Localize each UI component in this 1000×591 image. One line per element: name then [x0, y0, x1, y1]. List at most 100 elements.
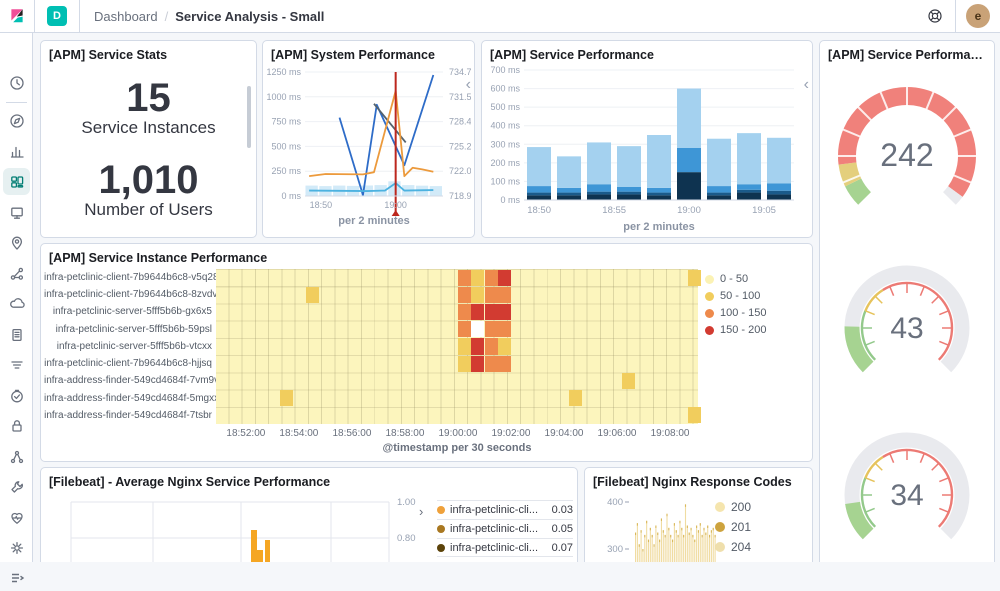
spike-bar[interactable]: [677, 534, 679, 562]
goal-gauge[interactable]: 34: [820, 413, 994, 562]
heatmap-plot[interactable]: [216, 269, 702, 424]
heatmap-cell[interactable]: [471, 338, 485, 355]
sidebar-item-recently-viewed[interactable]: [3, 69, 30, 96]
panel-title[interactable]: [APM] Service Stats: [49, 48, 168, 62]
panel-collapse-arrow[interactable]: ‹: [803, 76, 809, 93]
sidebar-item-stack-monitoring[interactable]: [3, 504, 30, 531]
stacked-bar-segment[interactable]: [647, 192, 671, 196]
spike-bar[interactable]: [636, 523, 638, 562]
spike-bar[interactable]: [666, 513, 668, 562]
heatmap-cell[interactable]: [471, 355, 485, 372]
stacked-bar-segment[interactable]: [647, 195, 671, 200]
heatmap-cell[interactable]: [458, 269, 472, 286]
heatmap-cell[interactable]: [458, 321, 472, 338]
stacked-bar-segment[interactable]: [647, 135, 671, 188]
stacked-bar-segment[interactable]: [617, 191, 641, 195]
spike-bar[interactable]: [635, 532, 637, 562]
spike-bar[interactable]: [644, 534, 646, 562]
bar[interactable]: [265, 540, 270, 562]
legend-item[interactable]: 200: [715, 500, 751, 514]
kibana-logo[interactable]: [0, 0, 34, 32]
sidebar-item-canvas[interactable]: [3, 199, 30, 226]
stacked-bar-segment[interactable]: [557, 192, 581, 196]
heatmap-cell[interactable]: [458, 338, 472, 355]
stacked-bar-segment[interactable]: [527, 147, 551, 187]
heatmap-cell[interactable]: [484, 355, 498, 372]
legend-item[interactable]: infra-petclinic-cli... 0.07: [437, 538, 573, 557]
sidebar-item-dev-tools[interactable]: [3, 473, 30, 500]
legend-item[interactable]: infra-petclinic-cli... 0.05: [437, 519, 573, 538]
spike-bar[interactable]: [701, 534, 703, 562]
spike-bar[interactable]: [681, 527, 683, 562]
stacked-bar-segment[interactable]: [767, 183, 791, 191]
stacked-bar-segment[interactable]: [527, 195, 551, 200]
stacked-bar-segment[interactable]: [737, 133, 761, 185]
spike-bar[interactable]: [709, 534, 711, 562]
panel-title[interactable]: [APM] System Performance: [271, 48, 435, 62]
heatmap-cell[interactable]: [497, 321, 511, 338]
stacked-bar-segment[interactable]: [647, 187, 671, 193]
goal-gauge[interactable]: 43: [820, 246, 994, 396]
sidebar-item-siem[interactable]: [3, 412, 30, 439]
spike-bar[interactable]: [646, 520, 648, 562]
sidebar-item-dashboard[interactable]: [3, 168, 30, 195]
stacked-bar-segment[interactable]: [737, 189, 761, 193]
heatmap-cell[interactable]: [497, 286, 511, 303]
nginx-response-codes-chart[interactable]: 400 300: [593, 492, 717, 562]
nginx-avg-chart[interactable]: 1.00 0.80: [63, 492, 435, 562]
spike-bar[interactable]: [668, 527, 670, 562]
stacked-bar-segment[interactable]: [737, 184, 761, 190]
heatmap-cell[interactable]: [687, 269, 702, 286]
sidebar-item-infrastructure[interactable]: [3, 290, 30, 317]
spike-bar[interactable]: [662, 530, 664, 562]
sidebar-item-machine-learning[interactable]: [3, 260, 30, 287]
stacked-bar-segment[interactable]: [677, 148, 701, 173]
service-performance-chart[interactable]: 700 ms 600 ms 500 ms 400 ms 300 ms 200 ms 100 …: [486, 64, 806, 234]
stacked-bar-segment[interactable]: [707, 195, 731, 200]
heatmap-legend-item[interactable]: 50 - 100: [705, 290, 766, 302]
heatmap-cell[interactable]: [484, 303, 498, 321]
stacked-bar-segment[interactable]: [677, 172, 701, 200]
panel-title[interactable]: [APM] Service Instance Performance: [49, 251, 268, 265]
stacked-bar-segment[interactable]: [617, 187, 641, 192]
stacked-bar-segment[interactable]: [617, 146, 641, 187]
spike-bar[interactable]: [703, 527, 705, 562]
spike-bar[interactable]: [659, 539, 661, 562]
sidebar-item-maps[interactable]: [3, 229, 30, 256]
space-switcher-badge[interactable]: D: [47, 6, 67, 26]
bar[interactable]: [251, 530, 257, 562]
spike-bar[interactable]: [699, 523, 701, 562]
legend-expand-arrow[interactable]: ›: [419, 504, 424, 519]
stacked-bar-segment[interactable]: [527, 192, 551, 196]
heatmap-cell[interactable]: [484, 286, 498, 303]
goal-gauge[interactable]: 242: [820, 63, 994, 213]
heatmap-cell[interactable]: [569, 390, 583, 407]
spike-bar[interactable]: [670, 534, 672, 562]
legend-item[interactable]: 201: [715, 520, 751, 534]
stacked-bar-segment[interactable]: [587, 194, 611, 200]
spike-bar[interactable]: [638, 544, 640, 562]
stacked-bar-segment[interactable]: [587, 191, 611, 195]
spike-bar[interactable]: [688, 532, 690, 562]
heatmap-cell[interactable]: [471, 269, 485, 286]
heatmap-cell[interactable]: [622, 372, 636, 389]
spike-bar[interactable]: [655, 525, 657, 563]
heatmap-legend-item[interactable]: 100 - 150: [705, 307, 766, 319]
spike-bar[interactable]: [657, 532, 659, 562]
heatmap-cell[interactable]: [497, 269, 511, 286]
spike-bar[interactable]: [653, 544, 655, 562]
spike-bar[interactable]: [647, 539, 650, 562]
heatmap-cell[interactable]: [484, 269, 498, 286]
legend-item[interactable]: 304: [715, 560, 751, 562]
spike-bar[interactable]: [679, 520, 681, 562]
heatmap-cell[interactable]: [458, 355, 472, 372]
sidebar-item-logs[interactable]: [3, 321, 30, 348]
heatmap-cell[interactable]: [471, 303, 485, 321]
stacked-bar-segment[interactable]: [587, 142, 611, 185]
sidebar-collapse-button[interactable]: [3, 564, 30, 591]
spike-bar[interactable]: [712, 527, 714, 562]
stacked-bar-segment[interactable]: [707, 192, 731, 196]
sidebar-item-uptime[interactable]: [3, 382, 30, 409]
annotation-marker[interactable]: [391, 210, 400, 216]
panel-title[interactable]: [Filebeat] Nginx Response Codes: [593, 475, 792, 489]
